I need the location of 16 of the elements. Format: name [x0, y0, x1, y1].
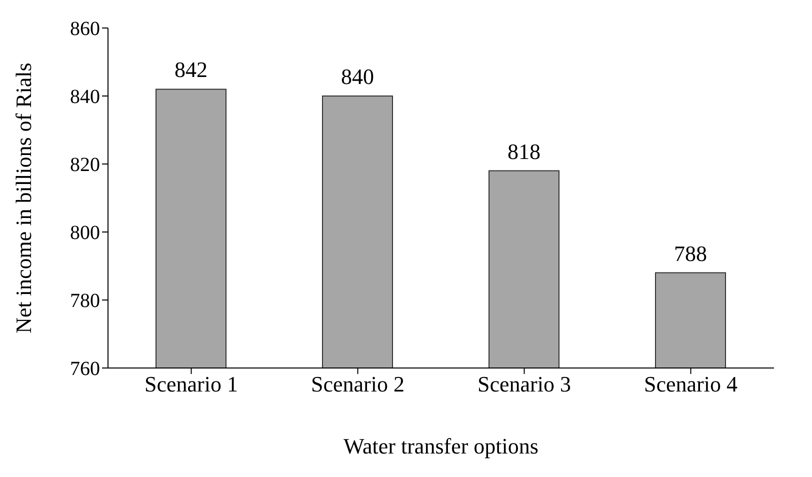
x-axis-title: Water transfer options	[344, 434, 538, 459]
data-label: 818	[508, 138, 540, 164]
data-label: 840	[341, 64, 374, 89]
y-axis-title: Net income in billions of Rials	[10, 62, 36, 334]
data-label: 788	[674, 240, 707, 266]
y-tick-label: 840	[70, 86, 100, 108]
x-tick-label: Scenario 1	[144, 372, 238, 397]
x-tick-label: Scenario 2	[311, 372, 404, 397]
y-tick-label: 860	[70, 18, 100, 40]
x-tick-label: Scenario 3	[478, 372, 571, 397]
y-tick-label: 760	[70, 358, 100, 380]
data-label: 842	[174, 57, 208, 82]
y-tick-label: 820	[70, 154, 100, 176]
x-tick-label: Scenario 4	[644, 372, 738, 397]
y-tick-label: 800	[70, 222, 100, 244]
y-tick-label: 780	[70, 290, 100, 312]
